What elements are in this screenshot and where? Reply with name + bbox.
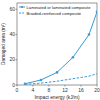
x-tick-label: 0	[16, 87, 19, 93]
y-tick	[16, 9, 18, 10]
point	[96, 11, 97, 14]
legend-label: Laminated or laminated composite	[27, 5, 92, 10]
legend-marker	[21, 6, 23, 8]
plot-frame	[17, 3, 97, 85]
legend-swatch	[19, 7, 25, 8]
y-tick	[16, 59, 18, 60]
series-line	[25, 74, 97, 85]
y-tick-label: 60	[9, 6, 15, 12]
point	[72, 56, 75, 59]
point	[88, 33, 91, 36]
plot-data	[24, 11, 97, 85]
point	[40, 79, 43, 82]
x-tick-label: 16	[78, 87, 84, 93]
chart: 0204060048121620Impact energy (kJ/m)Dama…	[0, 0, 100, 100]
y-tick-label: 20	[9, 56, 15, 62]
x-tick-label: 8	[48, 87, 51, 93]
point	[56, 71, 59, 74]
y-tick	[16, 34, 18, 35]
legend-label: Braided-reinforced composite	[27, 11, 82, 16]
x-axis-label: Impact energy (kJ/m)	[34, 95, 79, 100]
x-tick-label: 20	[94, 87, 100, 93]
y-tick	[16, 85, 18, 86]
y-tick-label: 40	[9, 31, 15, 37]
series-line	[25, 12, 97, 84]
x-tick-label: 12	[62, 87, 68, 93]
legend-swatch	[19, 13, 25, 14]
y-axis-label: Damaged area (m²)	[1, 23, 6, 65]
x-tick-label: 4	[32, 87, 35, 93]
